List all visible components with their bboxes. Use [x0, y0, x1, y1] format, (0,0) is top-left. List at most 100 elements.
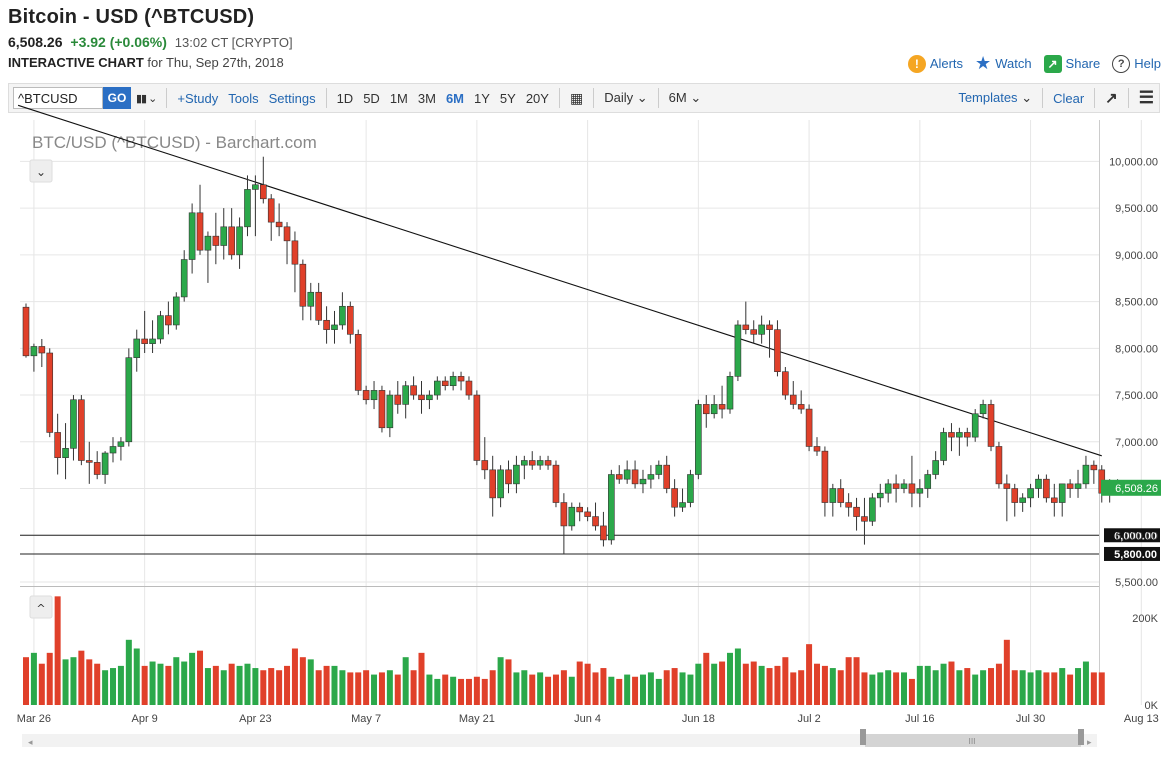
- calendar-icon[interactable]: ▦: [569, 89, 584, 106]
- volume-bar: [363, 670, 370, 705]
- candle-body: [449, 376, 457, 387]
- volume-bar: [173, 657, 180, 705]
- candle-body: [354, 334, 362, 391]
- candle-body: [323, 319, 330, 330]
- axis-labels: 10,000.00 9,500.00 9,000.00 8,500.00 8,000.0…: [17, 156, 1161, 725]
- volume-bar: [1067, 674, 1074, 705]
- volume-bar: [434, 678, 441, 705]
- candle-body: [695, 404, 702, 475]
- volume-bar: [916, 665, 923, 705]
- range-buttons: 1D 5D 1M 3M 6M 1Y 5Y 20Y: [332, 91, 554, 106]
- candle-body: [457, 376, 465, 382]
- date-tick-label: Jul 2: [797, 713, 820, 725]
- range-button-3m[interactable]: 3M: [417, 90, 436, 106]
- volume-bar: [798, 670, 805, 705]
- volume-bar: [632, 676, 639, 705]
- scrollbar-right-handle[interactable]: [1078, 729, 1084, 745]
- volume-bar: [869, 674, 876, 705]
- candle-body: [441, 380, 449, 387]
- volume-bar: [339, 670, 346, 705]
- candle-body: [331, 324, 338, 330]
- range-button-20y[interactable]: 20Y: [525, 90, 549, 106]
- watch-link[interactable]: ★ Watch: [975, 53, 1032, 74]
- range-button-5d[interactable]: 5D: [363, 90, 380, 106]
- chart-grid: [20, 120, 1142, 705]
- candle-body: [339, 305, 346, 326]
- volume-bar: [125, 639, 132, 705]
- volume-bar: [790, 672, 797, 705]
- volume-bar: [972, 674, 979, 705]
- volume-bar: [418, 652, 425, 705]
- time-scrollbar[interactable]: III ◂ ▸: [22, 729, 1097, 748]
- add-study-button[interactable]: +Study: [177, 90, 219, 106]
- period-value: 6M: [668, 90, 687, 105]
- candle-body: [963, 432, 971, 438]
- date-tick-label: May 21: [459, 713, 495, 725]
- settings-button[interactable]: Settings: [268, 90, 316, 106]
- candle-body: [600, 525, 607, 541]
- collapse-volume-pane-button[interactable]: ^: [29, 595, 53, 619]
- collapse-price-pane-button[interactable]: ⌄: [29, 159, 53, 183]
- alerts-link[interactable]: ! Alerts: [907, 53, 963, 74]
- candle-body: [267, 198, 275, 223]
- share-link[interactable]: ↗ Share: [1043, 53, 1101, 74]
- range-button-5y[interactable]: 5Y: [499, 90, 516, 106]
- share-icon: ↗: [1043, 54, 1062, 73]
- scroll-left-icon[interactable]: ◂: [28, 738, 33, 748]
- volume-bar: [23, 657, 29, 705]
- candle-body: [924, 474, 932, 489]
- volume-bar: [94, 663, 101, 705]
- watch-label: Watch: [995, 56, 1032, 71]
- price-tick-label: 9,500.00: [1115, 203, 1158, 215]
- candle-body: [584, 511, 591, 517]
- volume-bar: [521, 670, 528, 705]
- share-label: Share: [1065, 56, 1101, 71]
- candle-body: [1003, 483, 1011, 489]
- candle-body: [386, 394, 394, 429]
- volume-bar: [1035, 670, 1042, 705]
- volume-bar: [893, 672, 900, 705]
- go-button[interactable]: GO: [103, 87, 131, 109]
- range-button-6m[interactable]: 6M: [445, 90, 465, 106]
- help-link[interactable]: ? Help: [1112, 53, 1161, 74]
- range-button-1d[interactable]: 1D: [336, 90, 354, 106]
- symbol-input[interactable]: [13, 87, 103, 109]
- chevron-down-icon: ⌄: [636, 90, 648, 105]
- volume-bar: [54, 596, 61, 705]
- candle-body: [608, 474, 615, 541]
- menu-icon[interactable]: ☰: [1138, 88, 1154, 107]
- volume-bar: [1075, 668, 1082, 705]
- candle-body: [987, 404, 995, 447]
- range-button-1m[interactable]: 1M: [389, 90, 408, 106]
- volume-bar: [117, 665, 124, 705]
- candle-body: [291, 240, 299, 265]
- candle-body: [1027, 488, 1034, 499]
- level-tag: [1104, 546, 1160, 561]
- help-label: Help: [1134, 56, 1161, 71]
- range-button-1y[interactable]: 1Y: [474, 90, 490, 106]
- volume-bar: [505, 659, 512, 705]
- clear-button[interactable]: Clear: [1053, 90, 1085, 106]
- scroll-right-icon[interactable]: ▸: [1087, 738, 1092, 748]
- candle-body: [829, 488, 837, 503]
- tools-button[interactable]: Tools: [228, 90, 259, 106]
- volume-bar: [157, 663, 164, 705]
- volume-bar: [473, 676, 480, 705]
- candle-body: [560, 502, 568, 527]
- volume-bar: [560, 670, 567, 705]
- date-tick-label: May 7: [351, 713, 381, 725]
- volume-bar: [165, 665, 172, 705]
- candle-body: [259, 184, 267, 200]
- draw-arrow-icon[interactable]: ↗: [1105, 90, 1118, 107]
- templates-select[interactable]: Templates ⌄: [953, 90, 1037, 106]
- scrollbar-left-handle[interactable]: [860, 729, 866, 745]
- volume-bar: [284, 665, 291, 705]
- chart-type-icon[interactable]: ▮▮ ⌄: [136, 92, 157, 105]
- templates-label: Templates: [958, 90, 1018, 105]
- scrollbar-thumb[interactable]: [865, 734, 1081, 747]
- toolbar-divider: [1042, 88, 1044, 108]
- alert-icon: !: [907, 54, 926, 73]
- interval-select[interactable]: Daily ⌄: [599, 90, 652, 106]
- period-select[interactable]: 6M ⌄: [664, 90, 707, 106]
